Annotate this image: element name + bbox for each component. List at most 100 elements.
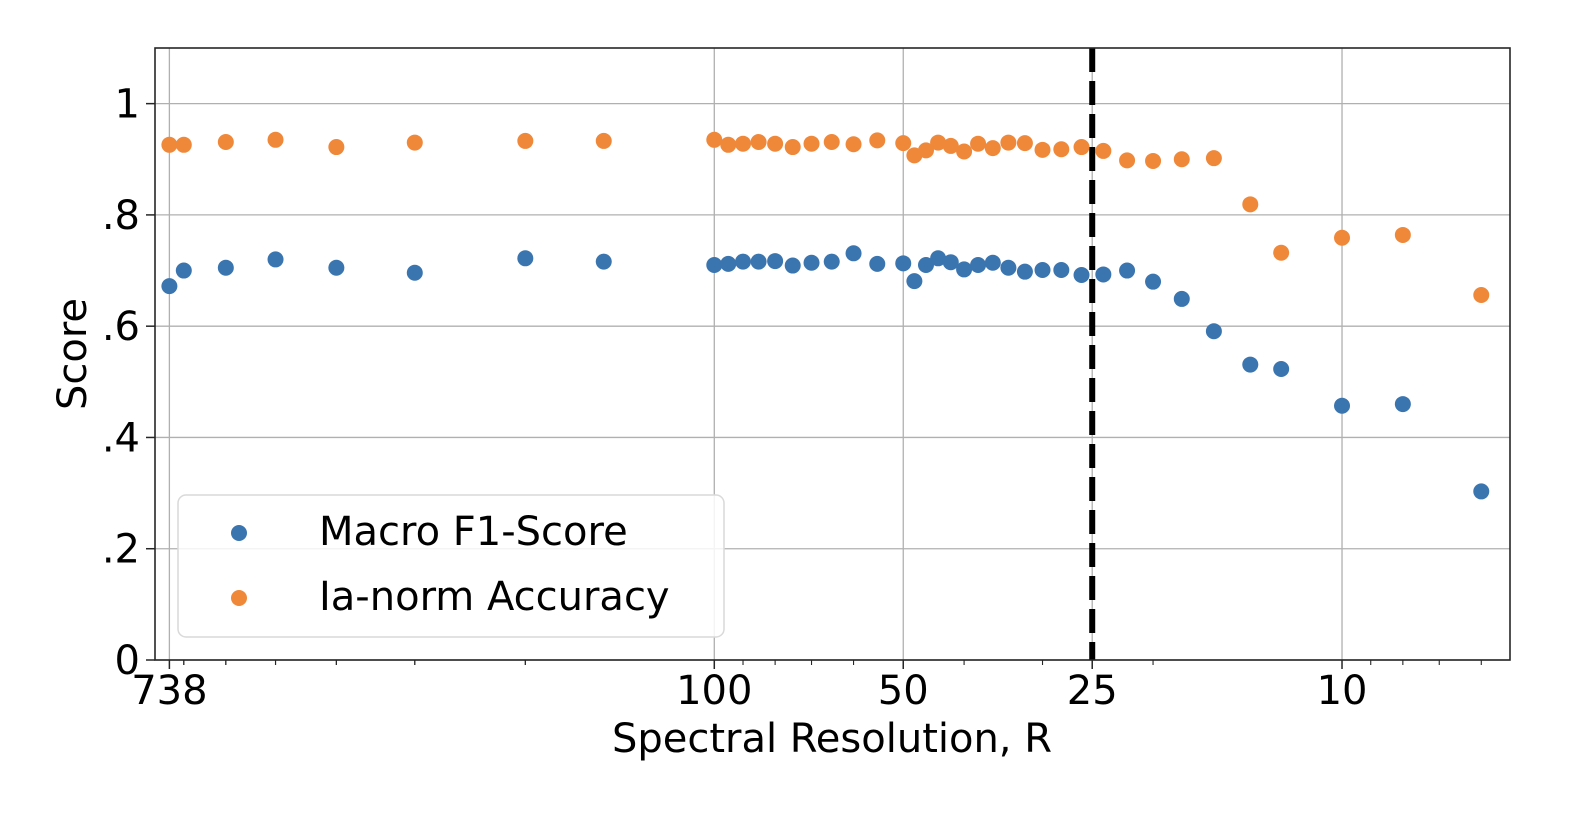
data-point [784,257,801,274]
y-tick-label: .8 [102,193,140,239]
series-macro-f1-score [161,245,1490,500]
data-point [1119,152,1136,169]
data-point [706,131,723,148]
data-point [823,253,840,270]
data-point [930,250,947,267]
data-point [984,254,1001,271]
data-point [1145,152,1162,169]
legend-marker-macro-f1 [231,525,247,541]
data-point [161,278,178,295]
y-tick-label: 1 [115,82,140,128]
data-point [767,135,784,152]
data-point [175,262,192,279]
x-tick-label: 25 [1067,668,1118,714]
data-point [1334,229,1351,246]
data-point [895,255,912,272]
data-point [845,245,862,262]
data-point [895,135,912,152]
y-tick-label: .4 [102,415,140,461]
data-point [750,134,767,151]
data-point [917,142,934,159]
series-ia-norm-accuracy [161,131,1490,304]
data-point [803,135,820,152]
data-point [328,259,345,276]
data-point [735,253,752,270]
x-tick-label: 100 [676,668,752,714]
data-point [1273,361,1290,378]
data-point [1095,142,1112,159]
data-point [1273,244,1290,261]
data-point [1095,266,1112,283]
data-point [517,132,534,149]
data-point [328,139,345,156]
data-point [767,253,784,270]
data-point [1053,261,1070,278]
data-point [1000,259,1017,276]
x-tick-label: 50 [878,668,929,714]
data-point [1145,273,1162,290]
data-point [1205,323,1222,340]
data-point [720,136,737,153]
data-point [1073,139,1090,156]
data-point [823,134,840,151]
data-point [1173,290,1190,307]
data-point [784,139,801,156]
y-axis-label: Score [50,298,96,410]
data-point [803,254,820,271]
data-point [1016,263,1033,280]
data-point [970,135,987,152]
data-point [906,273,923,290]
data-point [1334,397,1351,414]
data-point [175,136,192,153]
data-point [1242,196,1259,213]
data-point [267,251,284,268]
data-point [161,136,178,153]
legend-label-ia-norm-accuracy: Ia-norm Accuracy [319,574,670,620]
legend-box [177,494,725,638]
data-point [735,135,752,152]
data-point [1394,396,1411,413]
data-point [1034,141,1051,158]
data-point [956,261,973,278]
legend: Macro F1-Score Ia-norm Accuracy [177,494,725,638]
data-point [750,253,767,270]
data-point [1473,287,1490,304]
x-tick-label: 738 [131,668,207,714]
data-point [942,137,959,154]
data-point [1242,356,1259,373]
legend-label-macro-f1: Macro F1-Score [319,509,628,555]
data-point [984,140,1001,157]
data-point [406,264,423,281]
data-point [930,134,947,151]
plot-frame [154,47,1511,661]
data-point [406,134,423,151]
data-point [942,254,959,271]
data-point [1119,262,1136,279]
tick-labels: 738 100 50 25 100.2.4.6.81 [102,82,1368,714]
data-point [970,256,987,273]
x-axis-label: Spectral Resolution, R [612,716,1052,762]
data-point [869,255,886,272]
legend-marker-ia-norm-accuracy [231,590,247,606]
data-points [161,131,1490,500]
data-point [917,256,934,273]
data-point [956,143,973,160]
data-point [1073,266,1090,283]
y-tick-label: 0 [115,638,140,684]
data-point [517,250,534,267]
data-point [217,134,234,151]
data-point [720,255,737,272]
data-point [1173,151,1190,168]
data-point [1473,483,1490,500]
y-tick-label: .2 [102,527,140,573]
data-point [595,253,612,270]
data-point [1053,141,1070,158]
data-point [1016,135,1033,152]
y-tick-label: .6 [102,304,140,350]
data-point [845,136,862,153]
data-point [706,256,723,273]
x-tick-label: 10 [1317,668,1368,714]
data-point [595,132,612,149]
data-point [1205,150,1222,167]
